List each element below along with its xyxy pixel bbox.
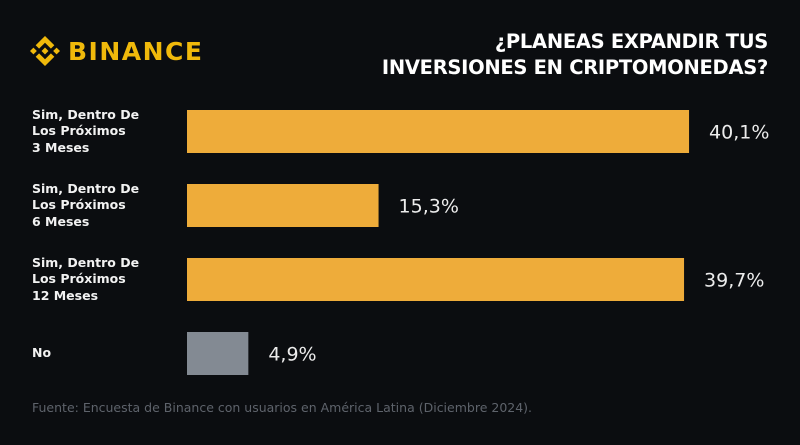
chart-title: ¿PLANEAS EXPANDIR TUS INVERSIONES EN CRI… (382, 29, 768, 81)
category-label-1: Sim, Dentro De Los Próximos 3 Meses (32, 106, 140, 155)
title-line-2: INVERSIONES EN CRIPTOMONEDAS? (381, 56, 768, 79)
value-label-1: 40,1% (709, 122, 769, 144)
bar-2 (187, 184, 379, 227)
value-label-3: 39,7% (704, 270, 764, 292)
category-label-3: Sim, Dentro De Los Próximos 12 Meses (32, 254, 140, 303)
brand-name: BINANCE (68, 36, 204, 66)
bar-4 (187, 332, 249, 375)
binance-logo: BINANCE (30, 36, 203, 66)
binance-diamond-icon (30, 36, 60, 66)
category-label-2: Sim, Dentro De Los Próximos 6 Meses (32, 180, 140, 229)
title-line-1: ¿PLANEAS EXPANDIR TUS (494, 30, 768, 53)
value-label-4: 4,9% (268, 344, 316, 366)
bar-1 (187, 110, 690, 153)
category-label-4: No (32, 345, 52, 361)
bar-3 (187, 258, 685, 301)
source-footnote: Fuente: Encuesta de Binance con usuarios… (32, 400, 533, 415)
value-label-2: 15,3% (399, 196, 459, 218)
